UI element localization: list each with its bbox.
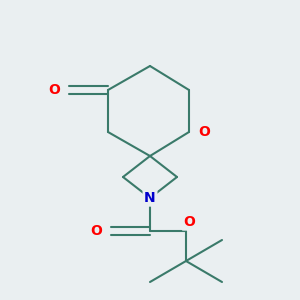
Text: O: O [183,215,195,229]
Text: O: O [198,125,210,139]
Text: O: O [90,224,102,238]
Text: N: N [144,191,156,205]
Text: O: O [48,83,60,97]
